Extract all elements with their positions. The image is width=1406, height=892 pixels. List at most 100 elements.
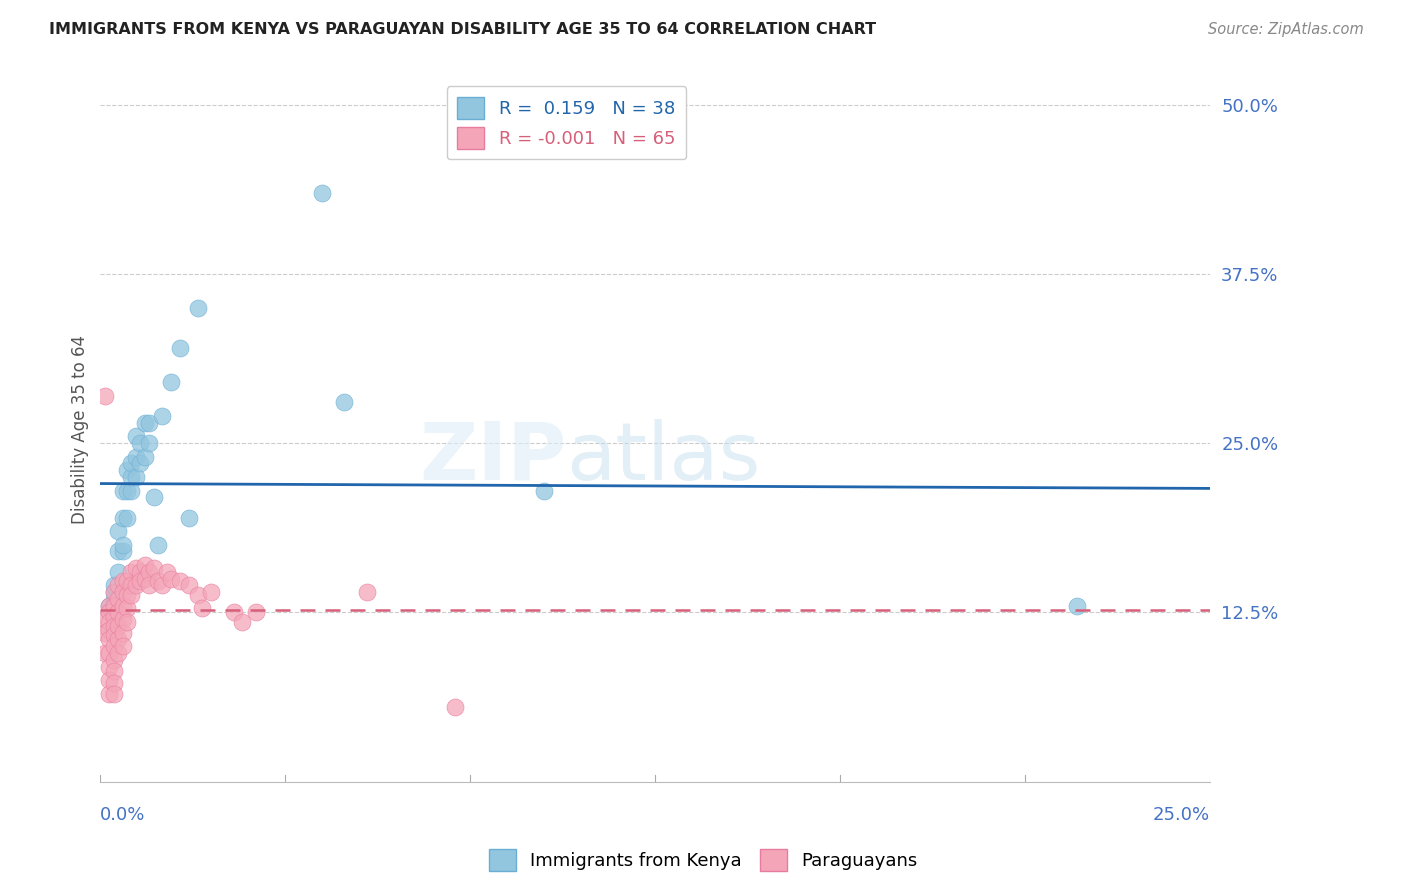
Point (160, 375, 183, 389)
Text: 25.0%: 25.0% (1153, 806, 1211, 824)
Point (333, 395, 356, 409)
Point (142, 560, 165, 574)
Point (231, 615, 253, 629)
Point (107, 646, 129, 660)
Point (125, 560, 148, 574)
Point (111, 544, 134, 558)
Point (115, 483, 138, 498)
Point (160, 572, 183, 586)
Text: ZIP: ZIP (419, 418, 567, 497)
Legend: R =  0.159   N = 38, R = -0.001   N = 65: R = 0.159 N = 38, R = -0.001 N = 65 (447, 87, 686, 160)
Point (134, 572, 156, 586)
Point (111, 538, 134, 552)
Point (138, 436, 160, 450)
Point (103, 628, 125, 642)
Point (103, 640, 125, 654)
Point (94, 625, 117, 640)
Point (146, 538, 169, 552)
Point (94, 389, 117, 403)
Point (533, 483, 555, 498)
Point (107, 524, 129, 538)
Point (169, 574, 191, 589)
Point (169, 341, 191, 355)
Text: IMMIGRANTS FROM KENYA VS PARAGUAYAN DISABILITY AGE 35 TO 64 CORRELATION CHART: IMMIGRANTS FROM KENYA VS PARAGUAYAN DISA… (49, 22, 876, 37)
Point (191, 601, 214, 615)
Point (115, 574, 138, 589)
Point (138, 578, 160, 592)
Point (94, 612, 117, 626)
Text: atlas: atlas (567, 418, 761, 497)
Point (115, 510, 138, 524)
Point (98, 632, 121, 647)
Point (103, 585, 125, 599)
Point (120, 470, 142, 484)
Point (125, 450, 148, 464)
Text: Source: ZipAtlas.com: Source: ZipAtlas.com (1208, 22, 1364, 37)
Point (103, 609, 125, 624)
Point (356, 585, 378, 599)
Point (179, 510, 201, 524)
Point (103, 676, 125, 690)
Point (98, 646, 121, 660)
Point (107, 591, 129, 606)
Point (444, 700, 467, 714)
Point (1066, 599, 1088, 613)
Point (111, 574, 134, 589)
Point (111, 625, 134, 640)
Point (107, 565, 129, 579)
Point (94, 646, 117, 660)
Point (134, 416, 156, 430)
Point (103, 591, 125, 606)
Point (129, 574, 152, 589)
Point (107, 544, 129, 558)
Point (107, 632, 129, 647)
Point (115, 615, 138, 629)
Text: 0.0%: 0.0% (100, 806, 146, 824)
Point (125, 429, 148, 443)
Point (245, 606, 267, 620)
Point (134, 450, 156, 464)
Point (156, 565, 179, 579)
Point (129, 565, 152, 579)
Point (179, 578, 201, 592)
Point (103, 585, 125, 599)
Point (120, 565, 142, 579)
Point (107, 606, 129, 620)
Point (103, 599, 125, 613)
Point (152, 409, 174, 423)
Point (111, 585, 134, 599)
Point (98, 673, 121, 687)
Point (98, 606, 121, 620)
Point (125, 578, 148, 592)
Point (120, 457, 142, 471)
Point (187, 301, 209, 315)
Point (98, 623, 121, 637)
Point (129, 436, 152, 450)
Point (142, 491, 165, 505)
Point (98, 687, 121, 701)
Point (103, 687, 125, 701)
Point (98, 659, 121, 673)
Point (115, 588, 138, 602)
Point (103, 578, 125, 592)
Point (111, 483, 134, 498)
Point (200, 585, 222, 599)
Point (103, 653, 125, 667)
Point (103, 664, 125, 678)
Point (107, 619, 129, 633)
Point (125, 470, 148, 484)
Point (138, 416, 160, 430)
Point (138, 565, 160, 579)
Y-axis label: Disability Age 35 to 64: Disability Age 35 to 64 (72, 335, 89, 524)
Point (187, 588, 209, 602)
Point (311, 186, 333, 200)
Point (98, 615, 121, 629)
Point (98, 599, 121, 613)
Legend: Immigrants from Kenya, Paraguayans: Immigrants from Kenya, Paraguayans (481, 842, 925, 879)
Point (152, 578, 174, 592)
Point (134, 558, 156, 572)
Point (111, 599, 134, 613)
Point (115, 601, 138, 615)
Point (103, 619, 125, 633)
Point (111, 612, 134, 626)
